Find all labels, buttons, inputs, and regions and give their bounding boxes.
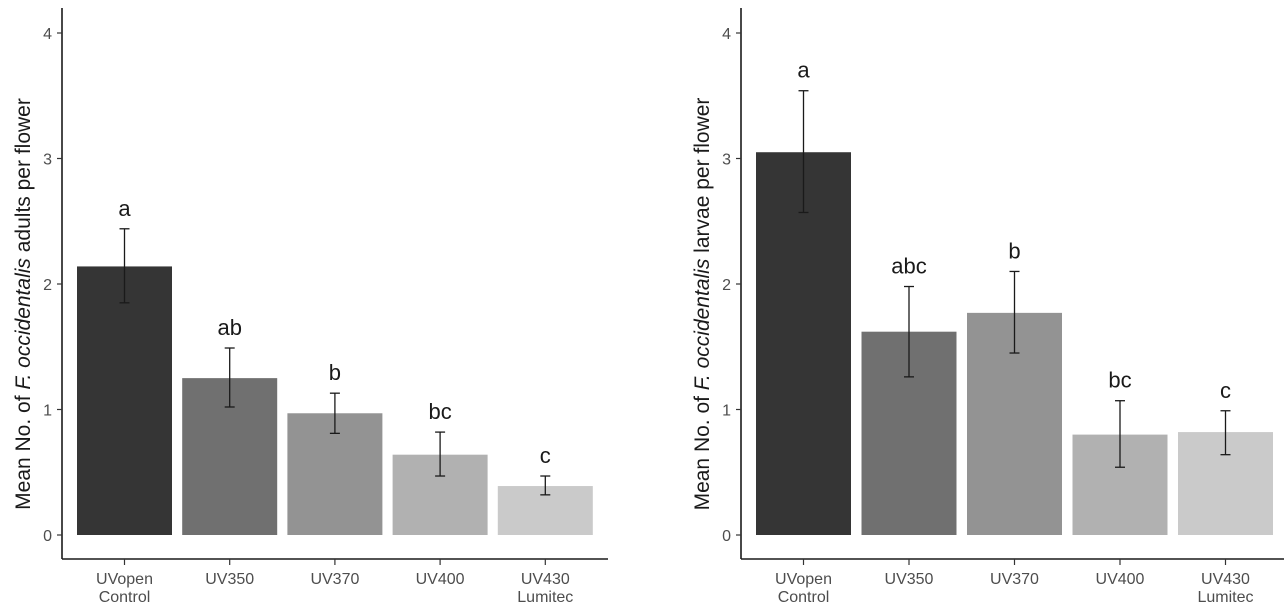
significance-letter: b <box>1008 238 1020 263</box>
error-bar <box>798 90 809 214</box>
y-axis-title: Mean No. of F. occidentalis larvae per f… <box>691 98 714 511</box>
significance-letter: ab <box>217 315 241 340</box>
bar-uvopen <box>756 152 851 535</box>
error-bar <box>1009 270 1020 354</box>
error-bar <box>435 431 446 477</box>
adults-chart-panel: a ab b bc c 0 1 2 3 4 UVopen Control UV350 UV370 UV400… <box>12 8 608 606</box>
y-tick-label: 1 <box>722 403 731 420</box>
x-tick-label: UV430 Lumitec <box>1197 571 1253 606</box>
bar-uvopen <box>77 266 172 535</box>
y-axis-title: Mean No. of F. occidentalis adults per f… <box>12 98 35 510</box>
x-tick-label: UVopen Control <box>775 571 832 606</box>
error-bar <box>329 392 340 434</box>
x-tick-label: UV350 <box>205 571 254 588</box>
significance-letter: abc <box>891 254 926 279</box>
y-tick-label: 2 <box>722 277 731 294</box>
x-tick-label: UV370 <box>990 571 1039 588</box>
x-tick-label: UV370 <box>310 571 359 588</box>
error-bar <box>1115 400 1125 468</box>
y-tick-label: 0 <box>43 528 52 545</box>
y-tick-label: 3 <box>43 152 52 169</box>
x-tick-label: UV400 <box>1096 571 1145 588</box>
error-bar <box>540 475 551 496</box>
larvae-chart-panel: a abc b bc c 0 1 2 3 4 UVopen Control UV350 UV370 UV40… <box>691 8 1284 606</box>
y-tick-label: 4 <box>722 26 731 43</box>
significance-letter: c <box>1220 378 1231 403</box>
error-bar <box>119 228 130 304</box>
significance-letter: c <box>540 443 551 468</box>
error-bar <box>1220 410 1231 456</box>
significance-letter: bc <box>1108 368 1131 393</box>
x-tick-label: UV400 <box>416 571 465 588</box>
y-tick-label: 3 <box>722 152 731 169</box>
error-bar <box>904 285 914 378</box>
x-tick-label: UV430 Lumitec <box>517 571 573 606</box>
y-tick-label: 4 <box>43 26 52 43</box>
error-bar <box>224 347 235 408</box>
x-tick-label: UVopen Control <box>96 571 153 606</box>
significance-letter: bc <box>428 399 451 424</box>
y-tick-label: 0 <box>722 528 731 545</box>
significance-letter: a <box>797 58 810 83</box>
y-tick-label: 2 <box>43 277 52 294</box>
x-tick-label: UV350 <box>885 571 934 588</box>
significance-letter: b <box>329 360 341 385</box>
y-tick-label: 1 <box>43 403 52 420</box>
significance-letter: a <box>118 196 131 221</box>
